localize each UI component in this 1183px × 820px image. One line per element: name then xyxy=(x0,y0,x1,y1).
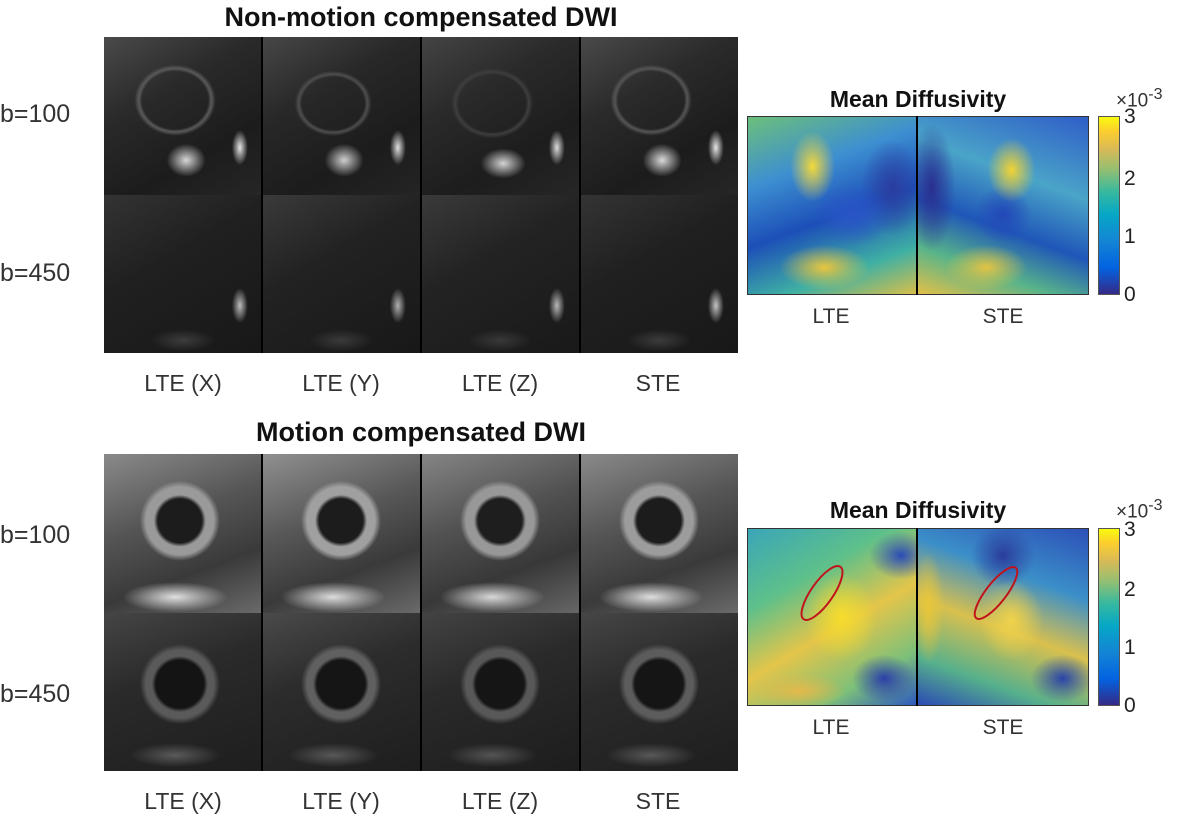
column-label: LTE (X) xyxy=(144,788,222,814)
row-label: b=450 xyxy=(0,680,71,708)
column-label: LTE (Z) xyxy=(461,370,539,396)
colorbar xyxy=(1098,528,1120,706)
dwi-tile-b100-ltex xyxy=(104,37,262,195)
md-map-lte xyxy=(747,116,919,295)
dwi-tile-b100-ltez xyxy=(421,454,579,613)
md-title: Mean Diffusivity xyxy=(829,497,1007,523)
colorbar xyxy=(1098,116,1120,295)
grid-separator xyxy=(579,37,581,353)
md-column-label: LTE xyxy=(812,305,850,328)
colorbar-tick: 2 xyxy=(1124,167,1136,190)
panel-title: Non-motion compensated DWI xyxy=(224,2,618,32)
md-map-ste xyxy=(917,528,1089,706)
dwi-tile-b450-ltex xyxy=(104,613,262,771)
column-label: STE xyxy=(635,788,681,814)
colorbar-exponent-sup: -3 xyxy=(1148,497,1163,514)
dwi-tile-b450-ltey xyxy=(262,195,420,353)
dwi-tile-b450-ltey xyxy=(262,613,420,771)
grid-separator xyxy=(261,454,263,771)
grid-separator xyxy=(579,454,581,771)
dwi-image-grid xyxy=(104,454,738,771)
grid-separator xyxy=(261,37,263,353)
md-separator xyxy=(916,528,918,706)
column-label: LTE (X) xyxy=(144,370,222,396)
colorbar-tick: 1 xyxy=(1124,225,1136,248)
dwi-tile-b100-ltey xyxy=(262,37,420,195)
dwi-tile-b450-ltez xyxy=(421,195,579,353)
grid-separator xyxy=(420,454,422,771)
md-title: Mean Diffusivity xyxy=(829,86,1007,112)
roi-ellipse xyxy=(800,565,844,621)
column-label: LTE (Y) xyxy=(302,788,380,814)
panel-title: Motion compensated DWI xyxy=(256,417,586,447)
colorbar-tick: 3 xyxy=(1124,518,1136,541)
colorbar-tick: 0 xyxy=(1124,694,1136,717)
colorbar-tick: 0 xyxy=(1124,283,1136,306)
dwi-tile-b450-ltez xyxy=(421,613,579,771)
colorbar-exponent-sup: -3 xyxy=(1148,86,1163,103)
row-label: b=450 xyxy=(0,259,71,287)
dwi-image-grid xyxy=(104,37,738,353)
colorbar-tick: 1 xyxy=(1124,636,1136,659)
grid-separator xyxy=(420,37,422,353)
md-separator xyxy=(916,116,918,295)
dwi-tile-b100-ltez xyxy=(421,37,579,195)
md-column-label: LTE xyxy=(812,716,850,739)
md-map-ste xyxy=(917,116,1089,295)
column-label: STE xyxy=(635,370,681,396)
colorbar-tick: 2 xyxy=(1124,578,1136,601)
md-column-label: STE xyxy=(982,716,1024,739)
dwi-tile-b100-ltex xyxy=(104,454,262,613)
row-label: b=100 xyxy=(0,521,71,549)
dwi-tile-b450-ste xyxy=(580,613,738,771)
dwi-tile-b450-ltex xyxy=(104,195,262,353)
md-map-lte xyxy=(747,528,919,706)
colorbar-exponent: ×10-3 xyxy=(1116,86,1163,112)
dwi-tile-b450-ste xyxy=(580,195,738,353)
column-label: LTE (Z) xyxy=(461,788,539,814)
colorbar-tick: 3 xyxy=(1124,105,1136,128)
roi-ellipse xyxy=(973,566,1019,620)
dwi-tile-b100-ste xyxy=(580,37,738,195)
column-label: LTE (Y) xyxy=(302,370,380,396)
row-label: b=100 xyxy=(0,100,71,128)
dwi-tile-b100-ltey xyxy=(262,454,420,613)
colorbar-exponent: ×10-3 xyxy=(1116,497,1163,523)
dwi-tile-b100-ste xyxy=(580,454,738,613)
md-column-label: STE xyxy=(982,305,1024,328)
